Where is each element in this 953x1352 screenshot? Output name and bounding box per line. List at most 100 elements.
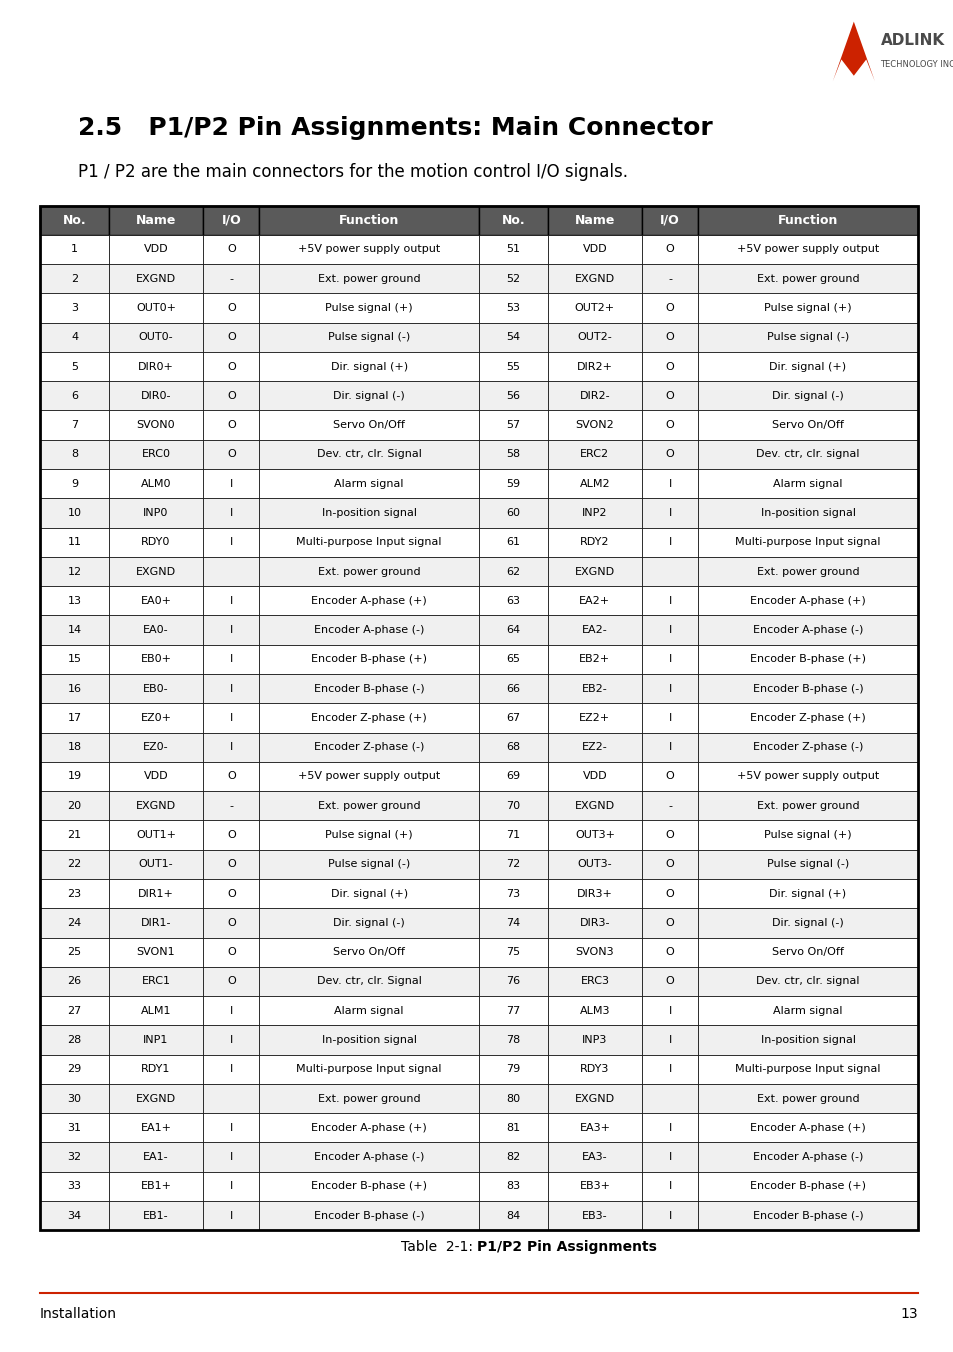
Text: Ext. power ground: Ext. power ground	[756, 800, 859, 811]
Bar	[203, 996, 259, 1025]
Text: O: O	[665, 303, 674, 312]
Text: Encoder A-phase (-): Encoder A-phase (-)	[752, 1152, 862, 1163]
Text: 56: 56	[506, 391, 519, 400]
Text: I: I	[230, 1064, 233, 1075]
Bar	[40, 381, 109, 411]
Bar	[109, 1142, 203, 1172]
Text: I: I	[668, 1006, 671, 1015]
Bar	[40, 557, 109, 587]
Bar	[40, 937, 109, 967]
Bar	[109, 937, 203, 967]
Bar	[547, 967, 641, 996]
Bar	[259, 937, 478, 967]
Text: I: I	[230, 1210, 233, 1221]
Text: EXGND: EXGND	[575, 273, 615, 284]
Text: Dir. signal (-): Dir. signal (-)	[771, 918, 843, 927]
Text: ERC2: ERC2	[579, 449, 609, 460]
Text: Ext. power ground: Ext. power ground	[756, 566, 859, 576]
Text: ALM0: ALM0	[141, 479, 172, 488]
Bar	[641, 323, 698, 352]
Bar	[698, 791, 917, 821]
Text: Dir. signal (+): Dir. signal (+)	[331, 888, 407, 899]
Bar	[109, 527, 203, 557]
Bar	[698, 1172, 917, 1201]
Text: 67: 67	[506, 713, 520, 723]
Bar	[641, 645, 698, 675]
Text: OUT1-: OUT1-	[138, 860, 173, 869]
Text: Dir. signal (+): Dir. signal (+)	[769, 361, 845, 372]
Bar	[109, 733, 203, 761]
Text: EXGND: EXGND	[575, 800, 615, 811]
Bar	[203, 439, 259, 469]
Bar	[641, 675, 698, 703]
Bar	[698, 206, 917, 235]
Bar	[547, 1201, 641, 1230]
Bar	[203, 1172, 259, 1201]
Bar	[698, 645, 917, 675]
Bar	[641, 1201, 698, 1230]
Text: Alarm signal: Alarm signal	[335, 1006, 403, 1015]
Text: O: O	[227, 772, 235, 781]
Bar	[203, 557, 259, 587]
Text: O: O	[665, 830, 674, 840]
Bar	[109, 206, 203, 235]
Bar	[259, 381, 478, 411]
Bar	[698, 909, 917, 937]
Text: Encoder Z-phase (+): Encoder Z-phase (+)	[311, 713, 427, 723]
Text: Pulse signal (+): Pulse signal (+)	[325, 303, 413, 312]
Text: 78: 78	[506, 1036, 520, 1045]
Text: I: I	[668, 537, 671, 548]
Bar	[40, 967, 109, 996]
Bar	[40, 499, 109, 527]
Bar	[259, 791, 478, 821]
Text: EA1-: EA1-	[143, 1152, 169, 1163]
Bar	[109, 323, 203, 352]
Bar	[109, 587, 203, 615]
Bar	[40, 1172, 109, 1201]
Bar	[259, 761, 478, 791]
Bar	[203, 323, 259, 352]
Polygon shape	[832, 22, 874, 81]
Text: VDD: VDD	[144, 245, 168, 254]
Bar	[203, 469, 259, 499]
Bar	[40, 615, 109, 645]
Text: +5V power supply output: +5V power supply output	[297, 772, 440, 781]
Bar	[698, 439, 917, 469]
Bar	[478, 1201, 547, 1230]
Text: O: O	[227, 976, 235, 987]
Text: 18: 18	[68, 742, 82, 752]
Bar	[698, 615, 917, 645]
Text: No.: No.	[501, 214, 525, 227]
Bar	[478, 352, 547, 381]
Bar	[698, 1113, 917, 1142]
Text: OUT0+: OUT0+	[136, 303, 176, 312]
Text: Multi-purpose Input signal: Multi-purpose Input signal	[296, 1064, 441, 1075]
Text: 83: 83	[506, 1182, 520, 1191]
Bar	[478, 1084, 547, 1113]
Bar	[109, 411, 203, 439]
Text: Name: Name	[135, 214, 176, 227]
Bar	[547, 849, 641, 879]
Text: In-position signal: In-position signal	[321, 508, 416, 518]
Bar	[547, 645, 641, 675]
Bar	[109, 1055, 203, 1084]
Text: O: O	[665, 391, 674, 400]
Text: +5V power supply output: +5V power supply output	[736, 772, 879, 781]
Bar	[259, 675, 478, 703]
Bar	[547, 527, 641, 557]
Text: Pulse signal (+): Pulse signal (+)	[763, 303, 851, 312]
Text: EXGND: EXGND	[136, 1094, 176, 1103]
Text: EB1-: EB1-	[143, 1210, 169, 1221]
Text: I: I	[230, 713, 233, 723]
Text: 24: 24	[68, 918, 82, 927]
Text: 20: 20	[68, 800, 82, 811]
Text: ALM3: ALM3	[579, 1006, 610, 1015]
Bar	[203, 381, 259, 411]
Bar	[203, 645, 259, 675]
Bar	[478, 703, 547, 733]
Text: 64: 64	[506, 625, 520, 635]
Bar	[547, 1055, 641, 1084]
Text: Encoder B-phase (+): Encoder B-phase (+)	[311, 1182, 427, 1191]
Bar	[478, 761, 547, 791]
Text: EZ0+: EZ0+	[140, 713, 172, 723]
